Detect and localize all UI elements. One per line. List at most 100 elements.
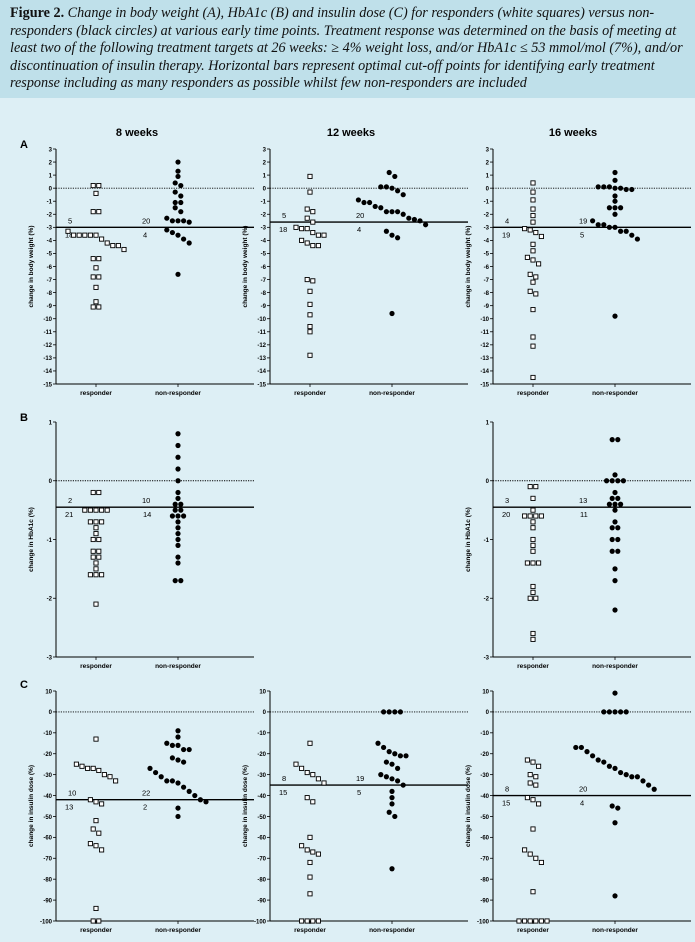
non-responder-point — [172, 189, 178, 195]
responder-point — [99, 236, 105, 242]
non-responder-point — [612, 501, 618, 507]
responder-point — [533, 595, 539, 601]
row-label-B: B — [20, 412, 28, 424]
non-responder-point — [175, 742, 181, 748]
non-responder-point — [406, 215, 412, 221]
y-tick-label: -2 — [484, 597, 490, 603]
non-responder-point — [573, 744, 579, 751]
responder-point — [121, 246, 127, 253]
responder-point — [530, 180, 536, 186]
non-responder-point — [623, 772, 629, 778]
responder-point — [307, 329, 313, 335]
non-responder-point — [606, 184, 613, 190]
responder-point — [304, 769, 310, 776]
non-responder-point — [595, 222, 601, 228]
responder-point — [530, 374, 536, 381]
x-tick-label-responder: responder — [294, 390, 326, 397]
responder-point — [530, 759, 536, 765]
responder-point — [96, 767, 102, 774]
responder-point — [527, 271, 533, 277]
responder-point — [527, 851, 533, 857]
y-tick-label: -6 — [47, 265, 53, 271]
responder-point — [87, 797, 93, 803]
non-responder-point — [186, 240, 192, 246]
count-responder-above: 3 — [505, 496, 509, 505]
non-responder-point — [172, 501, 178, 507]
responder-point — [544, 918, 550, 924]
responder-point — [93, 560, 99, 566]
responder-point — [99, 507, 105, 513]
responder-point — [96, 830, 102, 836]
y-tick-label: -40 — [257, 794, 266, 800]
y-tick-label: -10 — [43, 317, 52, 323]
responder-point — [96, 209, 102, 215]
y-tick-label: 1 — [49, 173, 53, 179]
non-responder-point — [175, 805, 181, 811]
responder-point — [101, 772, 107, 778]
non-responder-point — [612, 472, 618, 478]
y-tick-label: 3 — [486, 147, 490, 153]
y-tick-label: -10 — [480, 731, 489, 737]
non-responder-point — [386, 709, 392, 715]
y-tick-label: -40 — [43, 794, 52, 800]
y-tick-label: -12 — [43, 343, 52, 349]
y-tick-label: 3 — [49, 147, 53, 153]
non-responder-point — [392, 751, 398, 757]
responder-point — [304, 795, 310, 801]
non-responder-point — [389, 185, 395, 191]
responder-point — [99, 572, 105, 578]
non-responder-point — [178, 501, 184, 507]
non-responder-point — [175, 489, 181, 496]
responder-point — [104, 240, 110, 246]
responder-point — [299, 843, 305, 849]
responder-point — [304, 918, 310, 924]
non-responder-point — [175, 495, 181, 501]
x-tick-label-responder: responder — [294, 927, 326, 934]
responder-point — [299, 237, 305, 243]
non-responder-point — [612, 820, 618, 826]
column-title-16-weeks: 16 weeks — [549, 127, 597, 139]
responder-point — [293, 224, 299, 230]
responder-point — [530, 495, 536, 501]
responder-point — [533, 774, 539, 780]
count-non-responder-below: 4 — [580, 799, 584, 808]
non-responder-point — [175, 531, 181, 537]
non-responder-point — [389, 795, 395, 801]
y-tick-label: -100 — [40, 919, 53, 925]
non-responder-point — [367, 199, 373, 206]
responder-point — [315, 243, 321, 249]
non-responder-point — [378, 184, 384, 190]
responder-point — [307, 301, 313, 307]
count-responder-below: 13 — [65, 803, 73, 812]
y-axis-label: change in body weight (%) — [242, 226, 249, 308]
responder-point — [522, 226, 528, 232]
y-tick-label: -80 — [480, 877, 489, 883]
responder-point — [530, 189, 536, 195]
responder-point — [310, 278, 316, 284]
non-responder-point — [612, 193, 618, 199]
responder-point — [93, 572, 99, 578]
non-responder-point — [612, 578, 618, 584]
count-responder-above: 4 — [505, 216, 509, 225]
non-responder-point — [629, 774, 635, 780]
responder-point — [90, 489, 96, 496]
y-tick-label: -12 — [480, 343, 489, 349]
column-title-8-weeks: 8 weeks — [116, 127, 158, 139]
y-tick-label: -20 — [257, 752, 266, 758]
non-responder-point — [175, 431, 181, 437]
responder-point — [65, 228, 71, 234]
non-responder-point — [400, 211, 406, 217]
non-responder-point — [615, 536, 621, 543]
responder-point — [315, 851, 321, 857]
panel-A-1: 3 2 1 0 -1 -2 -3 -4 -5 -6 -7 -8 -9 -10 -11 -12 -13 -14 -15… — [28, 147, 254, 397]
responder-point — [96, 256, 102, 262]
count-non-responder-below: 5 — [580, 230, 584, 239]
non-responder-point — [618, 228, 624, 234]
y-tick-label: -90 — [257, 898, 266, 904]
non-responder-point — [612, 709, 618, 715]
y-tick-label: -8 — [484, 291, 490, 297]
non-responder-point — [164, 227, 170, 233]
y-tick-label: -100 — [477, 919, 490, 925]
count-non-responder-below: 5 — [357, 788, 361, 797]
non-responder-point — [606, 501, 613, 507]
